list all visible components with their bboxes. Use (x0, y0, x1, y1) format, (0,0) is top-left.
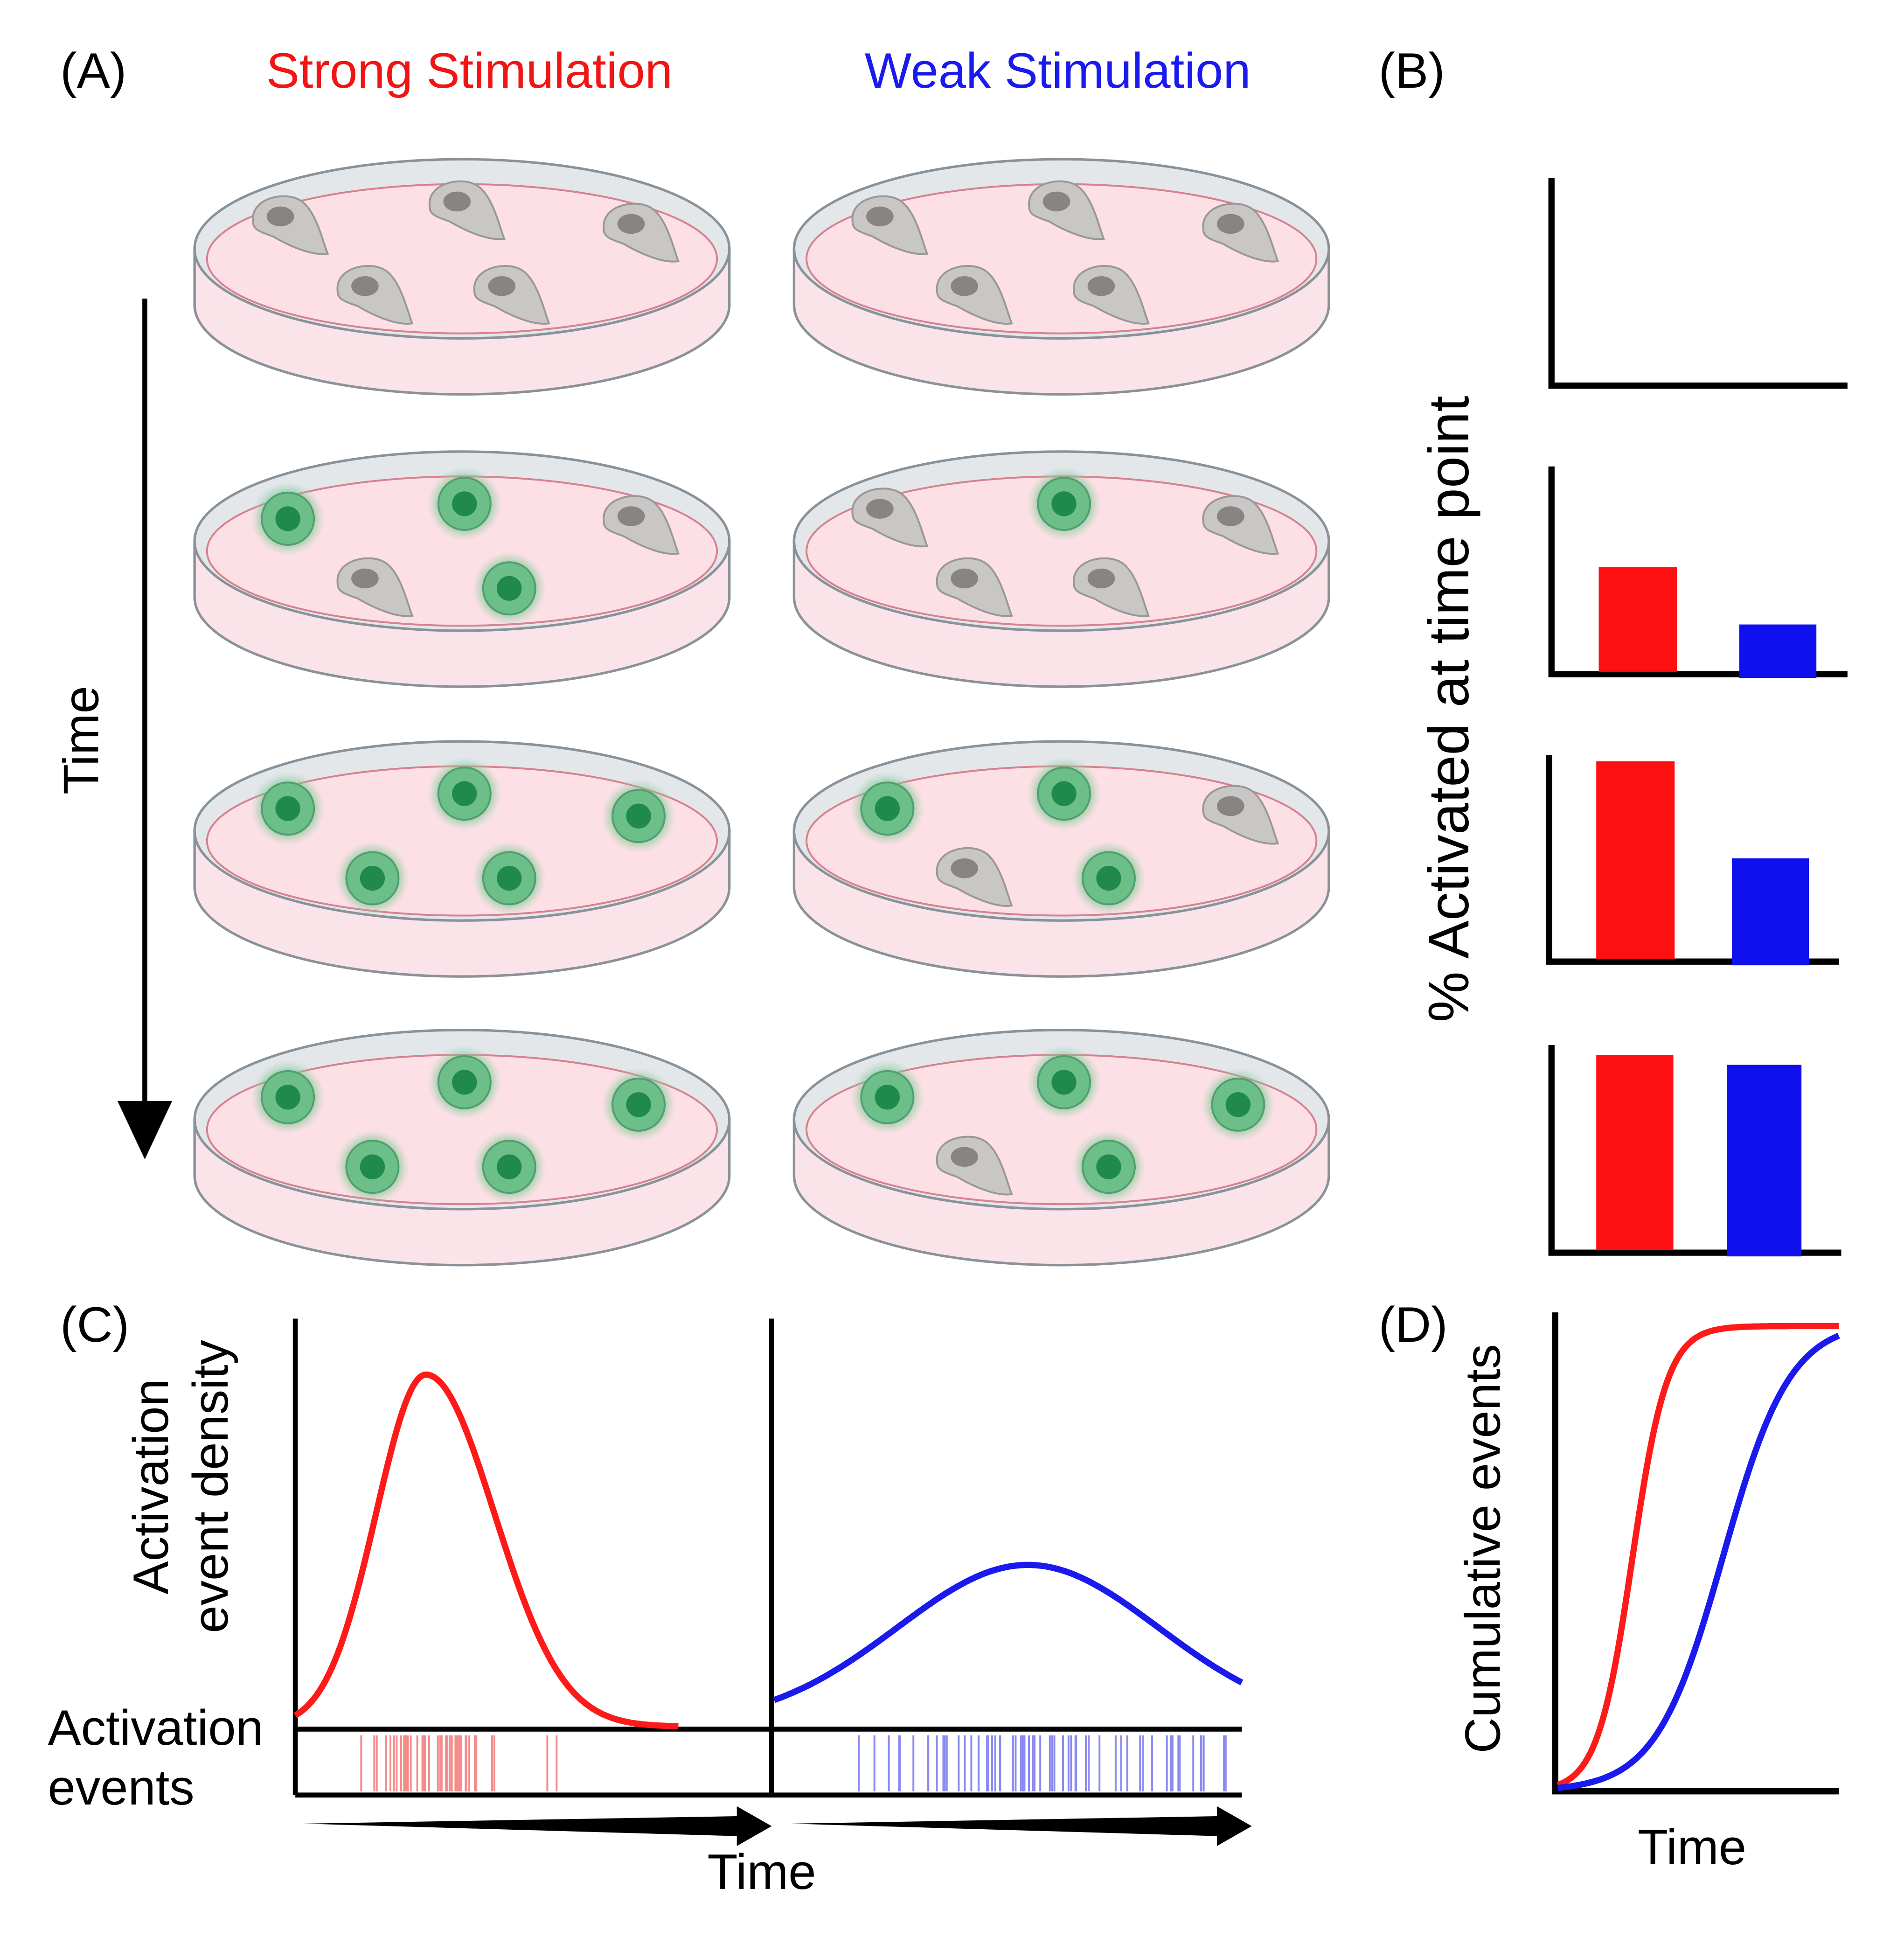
activated-cell (471, 840, 548, 917)
events-label: Activation (48, 1700, 263, 1756)
activated-cell (426, 1044, 503, 1121)
activated-cell (250, 480, 327, 557)
petri-dish (193, 158, 731, 396)
activated-cell (471, 1129, 548, 1205)
activated-cell (1025, 755, 1102, 832)
activated-cell (600, 1066, 677, 1143)
axis-label: Time (1638, 1819, 1746, 1875)
petri-dish (193, 740, 731, 978)
texts: (A) Strong Stimulation Weak Stimulation … (48, 42, 1746, 1900)
activated-cell (250, 1059, 327, 1136)
activated-cell (1070, 840, 1147, 917)
panel-label: (B) (1379, 42, 1445, 98)
activated-cell (1025, 1044, 1102, 1121)
petri-dish (193, 1029, 731, 1267)
axis-label: % Activated at time point (1417, 396, 1480, 1022)
density-curve (773, 1561, 1244, 1703)
activated-cell (849, 1059, 926, 1136)
panel-b (1546, 178, 1848, 1257)
dishes (193, 158, 1330, 1267)
activated-cell (250, 770, 327, 847)
panel-label: (D) (1379, 1296, 1448, 1352)
activated-cell (334, 840, 411, 917)
column-title: Weak Stimulation (865, 42, 1251, 98)
activated-cell (600, 778, 677, 855)
axis-label: Time (708, 1844, 816, 1900)
cumulative-curve (1557, 1332, 1840, 1791)
activated-cell (1070, 1129, 1147, 1205)
activated-cell (1025, 465, 1102, 542)
density-curve (293, 1371, 679, 1729)
activated-cell (471, 550, 548, 627)
time-arrow (117, 298, 173, 1160)
cumulative-curve (1557, 1323, 1839, 1788)
panel-label: (A) (60, 42, 126, 98)
activated-cell (426, 465, 503, 542)
panel-d (1552, 1312, 1840, 1795)
axis-label: event density (182, 1340, 238, 1633)
petri-dish (792, 158, 1330, 396)
axis-label: Cumulative events (1455, 1344, 1511, 1753)
activated-cell (334, 1129, 411, 1205)
activated-cell (1200, 1066, 1277, 1143)
axis-label: Time (53, 686, 109, 794)
panel-c (292, 1318, 1252, 1847)
petri-dish (792, 450, 1330, 688)
petri-dish (792, 1029, 1330, 1267)
activated-cell (849, 770, 926, 847)
axis-label: Activation (123, 1379, 179, 1594)
events-label: events (48, 1759, 194, 1815)
petri-dish (193, 450, 731, 688)
column-title: Strong Stimulation (266, 42, 673, 98)
panel-label: (C) (60, 1296, 129, 1352)
activated-cell (426, 755, 503, 832)
petri-dish (792, 740, 1330, 978)
